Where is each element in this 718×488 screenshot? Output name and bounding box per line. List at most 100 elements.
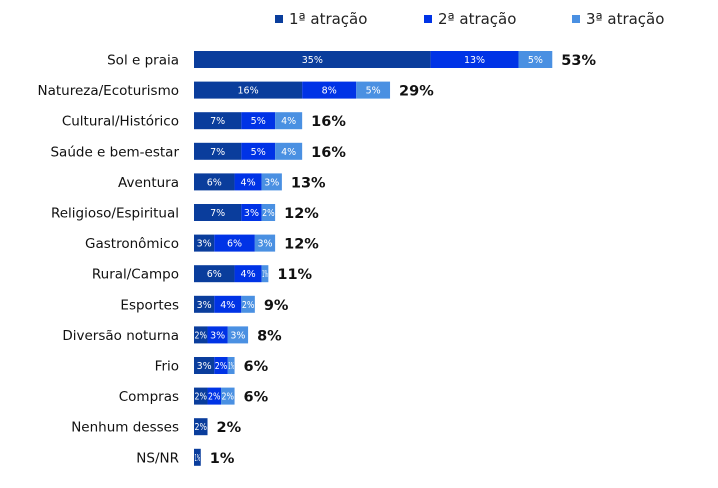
legend-item-3: 3ª atração bbox=[572, 10, 664, 28]
total-label: 11% bbox=[277, 267, 312, 283]
chart-legend: 1ª atração 2ª atração 3ª atração bbox=[0, 10, 718, 30]
data-label: 2% bbox=[195, 330, 208, 341]
legend-item-1: 1ª atração bbox=[275, 10, 367, 28]
category-label: Compras bbox=[119, 389, 179, 405]
bar-segment-series-3 bbox=[518, 51, 553, 68]
bar-segment-series-1 bbox=[194, 418, 208, 436]
data-label: 2% bbox=[208, 392, 221, 403]
data-label: 3% bbox=[230, 330, 245, 341]
data-label: 13% bbox=[464, 55, 485, 66]
total-label: 13% bbox=[291, 175, 326, 191]
category-label: Esportes bbox=[120, 297, 179, 313]
total-label: 16% bbox=[311, 145, 346, 161]
bar-segment-series-3 bbox=[261, 204, 276, 221]
bar-segment-series-3 bbox=[356, 81, 391, 99]
bar-segment-series-1 bbox=[194, 387, 208, 405]
total-label: 6% bbox=[244, 359, 269, 375]
legend-item-2: 2ª atração bbox=[424, 10, 516, 28]
bar-segment-series-2 bbox=[207, 387, 222, 405]
legend-swatch-1 bbox=[275, 15, 283, 23]
data-label: 2% bbox=[242, 300, 255, 311]
total-label: 53% bbox=[561, 53, 596, 69]
total-label: 29% bbox=[399, 84, 434, 100]
legend-label-3: 3ª atração bbox=[586, 10, 665, 28]
data-label: 2% bbox=[222, 392, 235, 403]
bar-segment-series-3 bbox=[275, 112, 303, 130]
data-label: 5% bbox=[251, 147, 266, 158]
bar-segment-series-1 bbox=[194, 357, 215, 374]
data-label: 3% bbox=[197, 300, 212, 311]
bar-segment-series-2 bbox=[234, 265, 262, 283]
bar-segment-series-3 bbox=[261, 173, 282, 191]
legend-swatch-2 bbox=[424, 15, 432, 23]
category-label: Frio bbox=[155, 359, 179, 375]
category-label: NS/NR bbox=[136, 450, 179, 466]
category-label: Sol e praia bbox=[107, 53, 179, 69]
total-label: 8% bbox=[257, 328, 282, 344]
category-label: Aventura bbox=[118, 175, 179, 191]
total-label: 2% bbox=[217, 420, 242, 436]
bar-segment-series-1 bbox=[194, 326, 208, 344]
category-label: Cultural/Histórico bbox=[62, 114, 179, 130]
data-label: 6% bbox=[207, 177, 222, 188]
data-label: 3% bbox=[210, 330, 225, 341]
category-label: Nenhum desses bbox=[71, 420, 179, 436]
data-label: 2% bbox=[195, 422, 208, 433]
category-label: Rural/Campo bbox=[92, 267, 179, 283]
total-label: 16% bbox=[311, 114, 346, 130]
bar-segment-series-2 bbox=[214, 234, 255, 252]
bar-segment-series-2 bbox=[241, 112, 276, 130]
data-label: 5% bbox=[528, 55, 543, 66]
data-label: 6% bbox=[207, 269, 222, 280]
bar-segment-series-1 bbox=[194, 142, 242, 160]
bar-segment-series-1 bbox=[194, 81, 303, 99]
data-label: 7% bbox=[210, 147, 225, 158]
bar-segment-series-2 bbox=[234, 173, 262, 191]
bar-segment-series-2 bbox=[302, 81, 357, 99]
bar-segment-series-2 bbox=[207, 326, 228, 344]
legend-label-1: 1ª atração bbox=[289, 10, 368, 28]
category-label: Diversão noturna bbox=[62, 328, 179, 344]
data-label: 3% bbox=[244, 208, 259, 219]
bar-segment-series-1 bbox=[194, 448, 201, 466]
bar-segment-series-2 bbox=[241, 142, 276, 160]
total-label: 12% bbox=[284, 206, 319, 222]
data-label: 8% bbox=[322, 86, 337, 97]
bar-segment-series-3 bbox=[275, 142, 303, 160]
data-label: 35% bbox=[302, 55, 323, 66]
data-label: 7% bbox=[210, 208, 225, 219]
legend-swatch-3 bbox=[572, 15, 580, 23]
data-label: 5% bbox=[366, 86, 381, 97]
data-label: 6% bbox=[227, 239, 242, 250]
category-label: Natureza/Ecoturismo bbox=[38, 83, 180, 99]
data-label: 4% bbox=[241, 177, 256, 188]
data-label: 4% bbox=[241, 269, 256, 280]
total-label: 12% bbox=[284, 237, 319, 253]
data-label: 2% bbox=[262, 208, 275, 219]
category-label: Religioso/Espiritual bbox=[51, 206, 179, 222]
category-label: Saúde e bem-estar bbox=[50, 144, 179, 160]
bar-segment-series-3 bbox=[254, 234, 276, 252]
data-label: 5% bbox=[251, 116, 266, 127]
bar-segment-series-2 bbox=[214, 357, 228, 374]
data-label: 1% bbox=[195, 453, 201, 464]
bar-segment-series-2 bbox=[430, 51, 519, 68]
total-label: 6% bbox=[244, 390, 269, 406]
bar-segment-series-1 bbox=[194, 112, 242, 130]
legend-label-2: 2ª atração bbox=[438, 10, 517, 28]
bar-segment-series-2 bbox=[241, 204, 262, 221]
bar-segment-series-1 bbox=[194, 265, 235, 283]
bar-segment-series-1 bbox=[194, 51, 431, 68]
data-label: 4% bbox=[281, 147, 296, 158]
bar-segment-series-1 bbox=[194, 173, 235, 191]
total-label: 9% bbox=[264, 298, 289, 314]
data-label: 7% bbox=[210, 116, 225, 127]
bar-segment-series-3 bbox=[227, 326, 249, 344]
data-label: 3% bbox=[264, 177, 279, 188]
bar-segment-series-1 bbox=[194, 295, 215, 313]
data-label: 1% bbox=[262, 269, 268, 280]
bar-segment-series-2 bbox=[214, 295, 242, 313]
bar-segment-series-3 bbox=[241, 295, 255, 313]
bar-segment-series-3 bbox=[221, 387, 235, 405]
